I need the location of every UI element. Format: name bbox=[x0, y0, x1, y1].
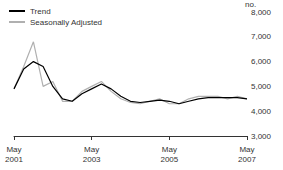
svg-text:May: May bbox=[239, 145, 254, 154]
svg-text:3,000: 3,000 bbox=[251, 132, 272, 141]
svg-text:2003: 2003 bbox=[83, 155, 101, 164]
svg-text:5,000: 5,000 bbox=[251, 82, 272, 91]
svg-text:May: May bbox=[162, 145, 177, 154]
svg-text:6,000: 6,000 bbox=[251, 57, 272, 66]
svg-text:Trend: Trend bbox=[30, 7, 51, 16]
svg-text:May: May bbox=[84, 145, 99, 154]
svg-text:4,000: 4,000 bbox=[251, 107, 272, 116]
svg-text:Seasonally Adjusted: Seasonally Adjusted bbox=[30, 18, 102, 27]
svg-text:8,000: 8,000 bbox=[251, 8, 272, 17]
svg-text:7,000: 7,000 bbox=[251, 32, 272, 41]
svg-text:2005: 2005 bbox=[160, 155, 178, 164]
svg-text:2001: 2001 bbox=[5, 155, 23, 164]
svg-text:May: May bbox=[6, 145, 21, 154]
svg-text:2007: 2007 bbox=[238, 155, 256, 164]
